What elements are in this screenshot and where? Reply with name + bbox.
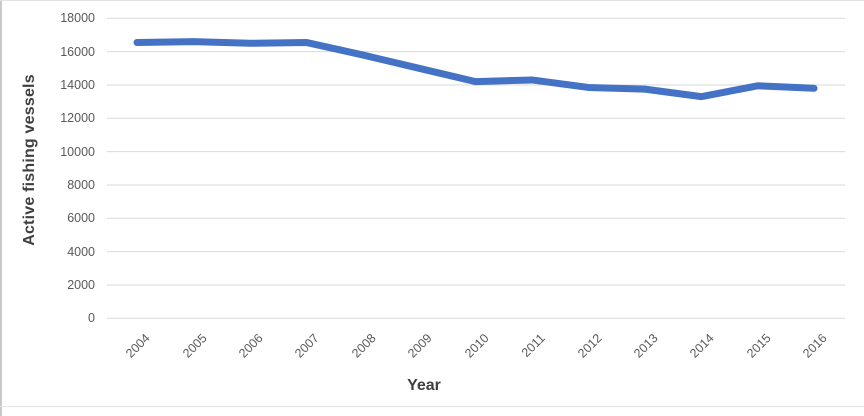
figure-bottom-rule (0, 406, 864, 407)
x-axis-title: Year (407, 377, 441, 394)
y-tick-label: 14000 (60, 77, 95, 92)
figure-border-left (0, 0, 2, 416)
y-tick-label: 16000 (60, 44, 95, 59)
y-tick-label: 4000 (67, 244, 95, 259)
y-tick-label: 12000 (60, 111, 95, 126)
y-tick-label: 0 (88, 311, 95, 326)
y-tick-label: 18000 (60, 11, 95, 26)
y-tick-label: 10000 (60, 144, 95, 159)
y-tick-label: 6000 (67, 211, 95, 226)
series-line (133, 38, 818, 101)
y-tick-label: 2000 (67, 277, 95, 292)
figure-border-top (0, 0, 864, 1)
y-tick-label: 8000 (67, 177, 95, 192)
